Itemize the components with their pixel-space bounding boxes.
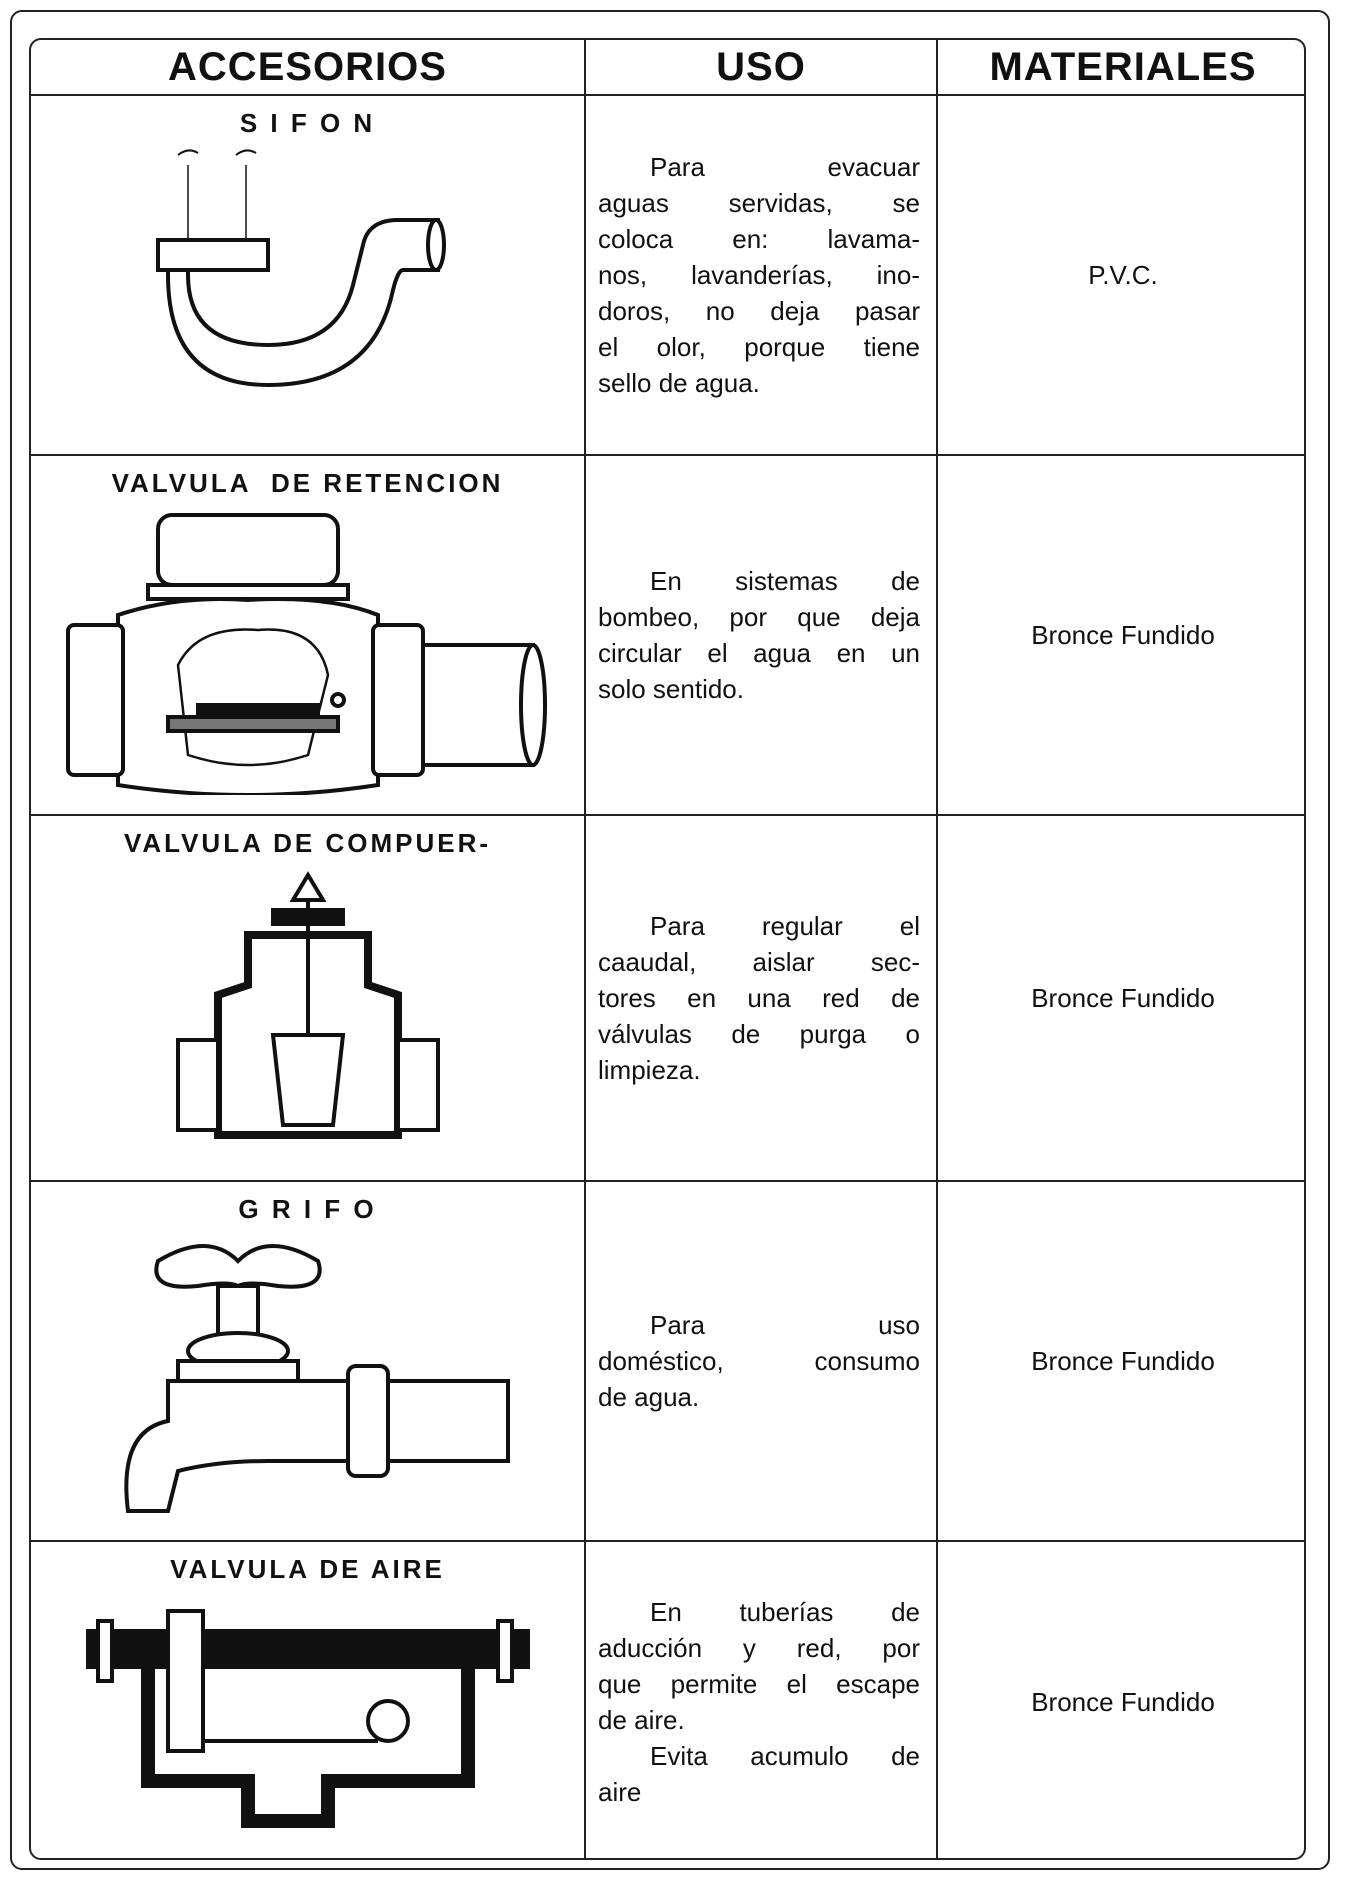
use-paragraph: En sistemas de bombeo, por que deja circ… <box>598 563 920 707</box>
material-cell: Bronce Fundido <box>938 816 1304 1182</box>
use-line: solo sentido. <box>598 674 744 704</box>
use-line: bombeo, por que deja <box>598 602 920 632</box>
accessory-cell: G R I F O <box>31 1182 586 1542</box>
use-line: tores en una red de <box>598 983 920 1013</box>
accessory-cell: VALVULA DE COMPUER- <box>31 816 586 1182</box>
use-line: Para uso <box>650 1310 920 1340</box>
sifon-illustration <box>155 149 446 388</box>
use-line: doros, no deja pasar <box>598 296 920 326</box>
material: Bronce Fundido <box>1031 1686 1215 1717</box>
use-cell: En tuberías de aducción y red, por que p… <box>586 1542 938 1858</box>
use-line: Para regular el <box>650 911 920 941</box>
use-paragraph: Para regular el caaudal, aislar sec- tor… <box>598 908 920 1088</box>
accessory-label: VALVULA DE RETENCION <box>111 468 504 498</box>
header-cell: ACCESORIOS <box>31 40 586 96</box>
accessory-label: G R I F O <box>238 1194 377 1224</box>
outer-frame <box>10 10 1330 1870</box>
use-paragraph: Evita acumulo de aire <box>598 1738 920 1810</box>
use-line: En sistemas de <box>650 566 920 596</box>
air-valve-illustration <box>85 1609 530 1828</box>
faucet-illustration <box>123 1244 510 1513</box>
material-cell: Bronce Fundido <box>938 1542 1304 1858</box>
accessory-cell: VALVULA DE RETENCION <box>31 456 586 816</box>
use-line: sello de agua. <box>598 368 760 398</box>
use-paragraph: Para uso doméstico, consumo de agua. <box>598 1307 920 1415</box>
material-cell: Bronce Fundido <box>938 1182 1304 1542</box>
use-line: limpieza. <box>598 1055 701 1085</box>
material: Bronce Fundido <box>1031 982 1215 1013</box>
use-paragraph: En tuberías de aducción y red, por que p… <box>598 1594 920 1738</box>
accessory-label: VALVULA DE AIRE <box>170 1554 445 1584</box>
check-valve-illustration <box>65 513 547 795</box>
header-cell: MATERIALES <box>938 40 1304 96</box>
use-line: de agua. <box>598 1382 700 1412</box>
accessory-cell: VALVULA DE AIRE <box>31 1542 586 1858</box>
material-cell: P.V.C. <box>938 96 1304 456</box>
material: Bronce Fundido <box>1031 619 1215 650</box>
use-line: nos, lavanderías, ino- <box>598 260 920 290</box>
use-paragraph: Para evacuar aguas servidas, se coloca e… <box>598 149 920 401</box>
use-cell: En sistemas de bombeo, por que deja circ… <box>586 456 938 816</box>
use-line: de aire. <box>598 1705 685 1735</box>
use-line: circular el agua en un <box>598 638 920 668</box>
use-line: aducción y red, por <box>598 1633 920 1663</box>
use-line: aguas servidas, se <box>598 188 920 218</box>
use-cell: Para evacuar aguas servidas, se coloca e… <box>586 96 938 456</box>
use-line: coloca en: lavama- <box>598 224 920 254</box>
accessory-label: S I F O N <box>239 108 376 138</box>
use-cell: Para uso doméstico, consumo de agua. <box>586 1182 938 1542</box>
use-line: Evita acumulo de <box>650 1741 920 1771</box>
use-line: doméstico, consumo <box>598 1346 920 1376</box>
use-cell: Para regular el caaudal, aislar sec- tor… <box>586 816 938 1182</box>
use-line: En tuberías de <box>650 1597 920 1627</box>
use-line: que permite el escape <box>598 1669 920 1699</box>
use-line: válvulas de purga o <box>598 1019 920 1049</box>
use-line: el olor, porque tiene <box>598 332 920 362</box>
use-line: Para evacuar <box>650 152 920 182</box>
material-cell: Bronce Fundido <box>938 456 1304 816</box>
material: P.V.C. <box>1088 259 1158 290</box>
use-line: aire <box>598 1777 642 1807</box>
gate-valve-illustration <box>175 871 440 1139</box>
accessory-cell: S I F O N <box>31 96 586 456</box>
material: Bronce Fundido <box>1031 1345 1215 1376</box>
accessory-label: VALVULA DE COMPUER- <box>123 828 492 858</box>
accessories-table: ACCESORIOS USO MATERIALES S I F O N Para… <box>29 38 1306 1860</box>
header-cell: USO <box>586 40 938 96</box>
use-line: caaudal, aislar sec- <box>598 947 920 977</box>
